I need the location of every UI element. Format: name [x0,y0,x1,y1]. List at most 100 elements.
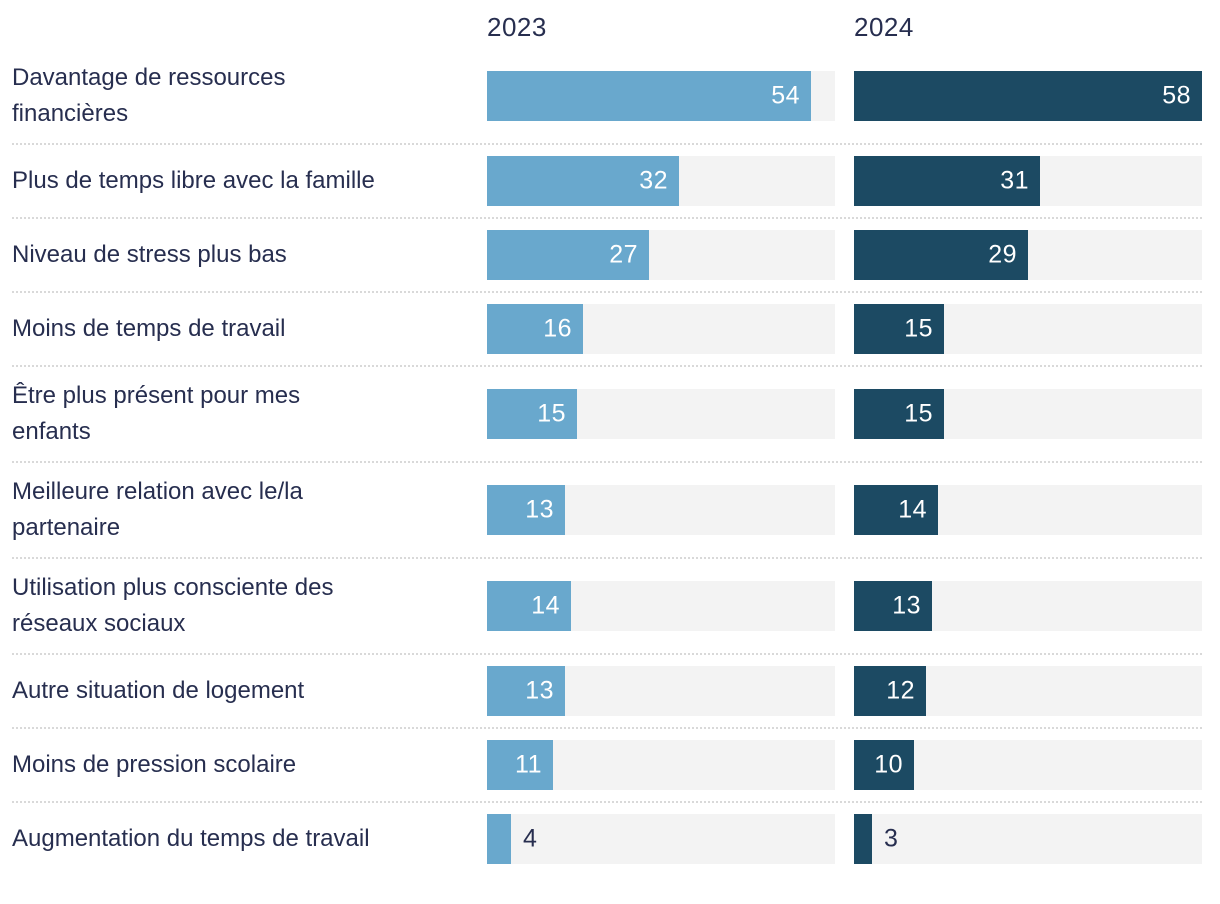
bar-value-2024: 10 [874,750,903,779]
bar-cell-2023: 13 [487,485,835,535]
grouped-bar-chart: 2023 2024 Davantage de ressources financ… [12,0,1202,875]
bar-fill-2023: 54 [487,71,811,121]
bar-fill-2023: 14 [487,581,571,631]
bar-fill-2024: 3 [854,814,898,864]
bar-value-2023: 11 [515,750,542,779]
bar-cell-2023: 13 [487,666,835,716]
bar-cell-2023: 15 [487,389,835,439]
bar-fill-2023: 27 [487,230,649,280]
bar-fill-2024: 15 [854,304,944,354]
bar-fill-2024: 29 [854,230,1028,280]
bar-cell-2024: 29 [854,230,1202,280]
bar-value-2023: 32 [639,166,668,195]
column-header-2023: 2023 [487,12,547,42]
bar-fill-2023: 13 [487,666,565,716]
bar-value-2023: 54 [771,81,800,110]
bar-fill-2023: 11 [487,740,553,790]
row-label: Augmentation du temps de travail [12,825,370,852]
bar-track-2024: 29 [854,230,1202,280]
bar-track-2024: 12 [854,666,1202,716]
bar-track-2023: 54 [487,71,835,121]
chart-row: Plus de temps libre avec la famille 32 31 [12,143,1202,217]
bar-track-2024: 13 [854,581,1202,631]
bar-fill-2023: 16 [487,304,583,354]
bar-value-2023: 15 [537,399,566,428]
chart-row: Moins de temps de travail 16 15 [12,291,1202,365]
bar-cell-2023: 4 [487,814,835,864]
bar-cell-2024: 58 [854,71,1202,121]
row-label: Moins de pression scolaire [12,751,297,778]
bar-cell-2024: 14 [854,485,1202,535]
column-header-2024: 2024 [854,12,914,42]
chart-row: Davantage de ressources financières 54 58 [12,49,1202,143]
bar-value-2024: 3 [884,824,899,853]
bar-cell-2024: 31 [854,156,1202,206]
bar-value-2024: 15 [904,314,933,343]
bar-fill-2024: 31 [854,156,1040,206]
chart-row: Autre situation de logement 13 12 [12,653,1202,727]
bar-cell-2024: 10 [854,740,1202,790]
bar-value-2023: 16 [543,314,572,343]
bar-track-2023: 13 [487,666,835,716]
bar-track-2024: 15 [854,389,1202,439]
bar-value-2024: 29 [988,240,1017,269]
chart-row: Utilisation plus consciente des réseaux … [12,557,1202,653]
chart-rows: Davantage de ressources financières 54 58 P… [12,49,1202,875]
bar-track-2023: 15 [487,389,835,439]
bar-cell-2023: 54 [487,71,835,121]
chart-row: Être plus présent pour mes enfants 15 15 [12,365,1202,461]
bar-fill-2024: 12 [854,666,926,716]
bar-track-2024: 10 [854,740,1202,790]
bar-fill-2024: 13 [854,581,932,631]
bar-track-2024: 14 [854,485,1202,535]
bar-track-2023: 14 [487,581,835,631]
bar-value-2024: 15 [904,399,933,428]
bar-track-2023: 16 [487,304,835,354]
bar-track-2023: 13 [487,485,835,535]
row-label: Utilisation plus consciente des réseaux … [12,574,334,637]
bar-track-2024: 31 [854,156,1202,206]
chart-row: Niveau de stress plus bas 27 29 [12,217,1202,291]
bar-fill-2024: 15 [854,389,944,439]
bar-fill-2023: 13 [487,485,565,535]
bar-fill-2024: 14 [854,485,938,535]
bar-value-2023: 4 [523,824,538,853]
bar-cell-2024: 15 [854,304,1202,354]
bar-track-2023: 27 [487,230,835,280]
row-label: Moins de temps de travail [12,315,286,342]
bar-value-2024: 13 [892,591,921,620]
bar-value-2023: 13 [525,676,554,705]
bar-cell-2024: 12 [854,666,1202,716]
row-label: Autre situation de logement [12,677,305,704]
row-label: Meilleure relation avec le/la partenaire [12,478,303,541]
chart-row: Meilleure relation avec le/la partenaire… [12,461,1202,557]
bar-fill-2023: 32 [487,156,679,206]
bar-cell-2024: 15 [854,389,1202,439]
bar-cell-2024: 3 [854,814,1202,864]
bar-cell-2023: 14 [487,581,835,631]
bar-cell-2023: 11 [487,740,835,790]
bar-track-2023: 4 [487,814,835,864]
chart-row: Augmentation du temps de travail 4 3 [12,801,1202,875]
chart-row: Moins de pression scolaire 11 10 [12,727,1202,801]
bar-track-2023: 32 [487,156,835,206]
bar-cell-2024: 13 [854,581,1202,631]
bar-value-2024: 14 [898,495,927,524]
bar-value-2023: 13 [525,495,554,524]
row-label: Niveau de stress plus bas [12,241,287,268]
bar-fill-2023: 4 [487,814,537,864]
bar-cell-2023: 27 [487,230,835,280]
bar-value-2024: 31 [1000,166,1029,195]
bar-value-2024: 58 [1162,81,1191,110]
bar-fill-2023: 15 [487,389,577,439]
chart-column-headers: 2023 2024 [12,0,1202,49]
bar-track-2024: 15 [854,304,1202,354]
bar-track-2024: 3 [854,814,1202,864]
bar-track-2024: 58 [854,71,1202,121]
bar-cell-2023: 16 [487,304,835,354]
bar-track-2023: 11 [487,740,835,790]
bar-value-2023: 14 [531,591,560,620]
row-label: Être plus présent pour mes enfants [12,382,301,445]
bar-cell-2023: 32 [487,156,835,206]
